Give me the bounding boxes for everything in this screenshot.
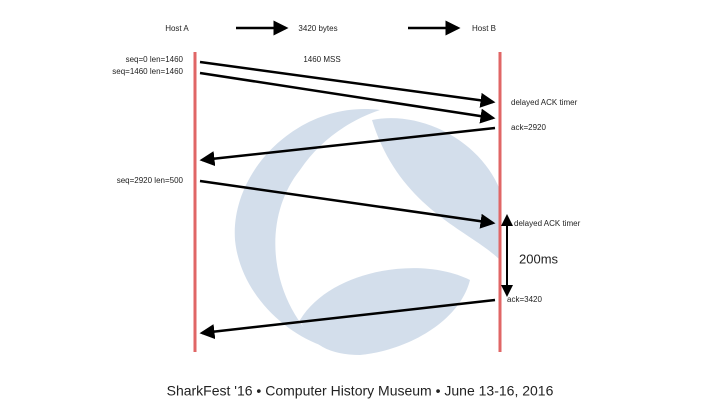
ack-arrow <box>199 126 496 167</box>
delay-label: 200ms <box>519 251 559 266</box>
ack-label: ack=3420 <box>507 295 542 304</box>
segment-label: seq=1460 len=1460 <box>112 67 183 76</box>
segment-arrow <box>199 60 496 108</box>
segment-arrow <box>199 71 496 124</box>
ack-label: ack=2920 <box>511 123 546 132</box>
footer: SharkFest '16 • Computer History Museum … <box>167 383 554 399</box>
timer-label: delayed ACK timer <box>514 219 581 228</box>
ack-arrow <box>199 298 496 340</box>
background-logo <box>234 109 500 355</box>
timer-label: delayed ACK timer <box>511 98 578 107</box>
segment-label: seq=0 len=1460 <box>126 55 184 64</box>
mss-label: 1460 MSS <box>303 55 340 64</box>
host-b-label: Host B <box>472 24 496 33</box>
bytes-label: 3420 bytes <box>298 24 337 33</box>
host-a-label: Host A <box>165 24 189 33</box>
segment-label: seq=2920 len=500 <box>117 176 184 185</box>
segment-arrow <box>199 179 496 229</box>
